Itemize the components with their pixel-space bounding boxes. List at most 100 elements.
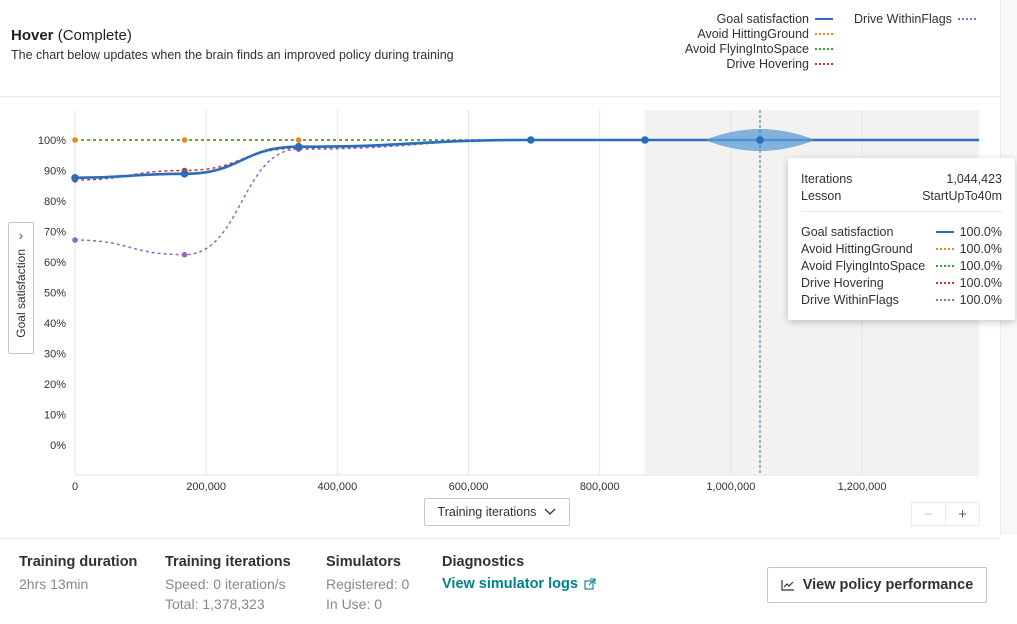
stat-total: Total: 1,378,323 — [165, 596, 265, 612]
legend-item-avoid-flyingintospace[interactable]: Avoid FlyingIntoSpace — [685, 42, 833, 56]
chart-legend: Goal satisfaction Avoid HittingGround Av… — [685, 12, 833, 71]
stat-title: Diagnostics — [442, 554, 525, 570]
stat-title: Training duration — [19, 554, 138, 570]
tooltip-series-label: Drive Hovering — [801, 276, 884, 290]
header-divider — [0, 96, 1000, 97]
legend-item-drive-withinflags[interactable]: Drive WithinFlags — [854, 12, 976, 26]
y-tick-label: 80% — [44, 196, 66, 208]
stat-training-duration: Training duration 2hrs 13min — [19, 554, 137, 594]
y-axis-metric-toggle[interactable]: › Goal satisfaction — [8, 222, 34, 354]
tooltip-value: StartUpTo40m — [922, 189, 1002, 203]
tooltip-value: 1,044,423 — [946, 172, 1002, 186]
legend-item-goal-satisfaction[interactable]: Goal satisfaction — [717, 12, 833, 26]
y-tick-label: 30% — [44, 349, 66, 361]
x-tick-label: 0 — [72, 481, 78, 493]
tooltip-series-row: Drive Hovering 100.0% — [801, 276, 1002, 290]
brain-name: Hover — [11, 27, 54, 44]
y-tick-label: 70% — [44, 227, 66, 239]
legend-swatch — [815, 18, 833, 20]
chart-tooltip: Iterations 1,044,423 Lesson StartUpTo40m… — [788, 158, 1015, 320]
tooltip-series-label: Goal satisfaction — [801, 225, 894, 239]
stat-in-use: In Use: 0 — [326, 596, 383, 612]
tooltip-iterations-row: Iterations 1,044,423 — [801, 172, 1002, 186]
tooltip-swatch — [935, 248, 954, 250]
x-tick-label: 1,000,000 — [706, 481, 755, 493]
stat-title: Training iterations — [165, 554, 291, 570]
trend-chart-icon — [781, 580, 794, 591]
x-tick-label: 1,200,000 — [838, 481, 887, 493]
y-axis-label: Goal satisfaction — [14, 249, 28, 338]
data-point-goal-satisfaction — [294, 142, 303, 151]
x-axis-metric-dropdown[interactable]: Training iterations — [424, 498, 570, 526]
data-point-goal-satisfaction — [641, 136, 649, 144]
view-simulator-logs-link[interactable]: View simulator logs — [442, 576, 596, 592]
zoom-controls: − + — [911, 502, 980, 526]
x-axis-label: Training iterations — [437, 505, 537, 519]
y-tick-label: 0% — [50, 440, 66, 452]
tooltip-series-value: 100.0% — [959, 293, 1002, 307]
y-tick-label: 10% — [44, 410, 66, 422]
y-tick-label: 40% — [44, 318, 66, 330]
stat-value: 2hrs 13min — [19, 576, 89, 592]
tooltip-series-row: Goal satisfaction 100.0% — [801, 225, 1002, 239]
legend-item-avoid-hittingground[interactable]: Avoid HittingGround — [697, 27, 833, 41]
cursor-point — [756, 136, 764, 144]
training-status: (Complete) — [57, 27, 132, 44]
stat-title: Simulators — [326, 554, 401, 570]
stat-simulators: Simulators Registered: 0 In Use: 0 — [326, 554, 409, 614]
tooltip-series-label: Drive WithinFlags — [801, 293, 899, 307]
data-point-avoid-hittingground — [181, 137, 188, 143]
chart-description: The chart below updates when the brain f… — [11, 48, 454, 62]
tooltip-series-value: 100.0% — [959, 242, 1002, 256]
data-point-drive-withinflags — [181, 251, 188, 258]
external-link-icon — [584, 578, 596, 590]
stat-diagnostics: Diagnostics View simulator logs — [442, 554, 596, 592]
zoom-out-button[interactable]: − — [912, 503, 946, 525]
tooltip-series-row: Avoid FlyingIntoSpace 100.0% — [801, 259, 1002, 273]
tooltip-series-value: 100.0% — [959, 225, 1002, 239]
y-tick-label: 20% — [44, 379, 66, 391]
page-title: Hover (Complete) — [11, 27, 132, 44]
x-tick-label: 800,000 — [580, 481, 620, 493]
y-tick-label: 60% — [44, 257, 66, 269]
data-point-drive-withinflags — [72, 237, 78, 243]
legend-label: Avoid FlyingIntoSpace — [684, 42, 809, 56]
tooltip-lesson-row: Lesson StartUpTo40m — [801, 189, 1002, 203]
tooltip-divider — [801, 211, 1002, 212]
tooltip-series-value: 100.0% — [959, 259, 1002, 273]
legend-swatch — [957, 18, 976, 20]
tooltip-label: Lesson — [801, 189, 842, 203]
tooltip-series-label: Avoid HittingGround — [801, 242, 913, 256]
tooltip-series-row: Avoid HittingGround 100.0% — [801, 242, 1002, 256]
data-point-goal-satisfaction — [527, 136, 535, 144]
legend-label: Drive Hovering — [726, 57, 809, 71]
button-label: View policy performance — [802, 577, 974, 593]
chevron-right-icon: › — [18, 227, 24, 243]
stat-registered: Registered: 0 — [326, 576, 410, 592]
tooltip-swatch — [935, 282, 954, 284]
y-tick-label: 100% — [38, 135, 66, 147]
legend-item-drive-hovering[interactable]: Drive Hovering — [726, 57, 833, 71]
tooltip-series-label: Avoid FlyingIntoSpace — [801, 259, 926, 273]
data-point-avoid-hittingground — [295, 137, 302, 143]
zoom-in-button[interactable]: + — [958, 505, 967, 523]
chevron-down-icon — [544, 508, 556, 515]
legend-swatch — [815, 48, 833, 50]
x-tick-label: 200,000 — [186, 481, 226, 493]
tooltip-swatch — [935, 231, 954, 233]
tooltip-label: Iterations — [801, 172, 853, 186]
legend-swatch — [815, 63, 833, 65]
data-point-goal-satisfaction — [180, 170, 189, 178]
tooltip-series-value: 100.0% — [959, 276, 1002, 290]
tooltip-swatch — [935, 299, 954, 301]
data-point-avoid-hittingground — [72, 137, 78, 143]
data-point-goal-satisfaction — [71, 174, 79, 182]
link-label: View simulator logs — [442, 576, 578, 592]
legend-label: Drive WithinFlags — [854, 12, 952, 26]
view-policy-performance-button[interactable]: View policy performance — [767, 567, 987, 603]
x-tick-label: 400,000 — [317, 481, 357, 493]
stat-training-iterations: Training iterations Speed: 0 iteration/s… — [165, 554, 291, 614]
legend-label: Goal satisfaction — [716, 12, 809, 26]
y-tick-label: 50% — [44, 288, 66, 300]
stat-speed: Speed: 0 iteration/s — [165, 576, 286, 592]
